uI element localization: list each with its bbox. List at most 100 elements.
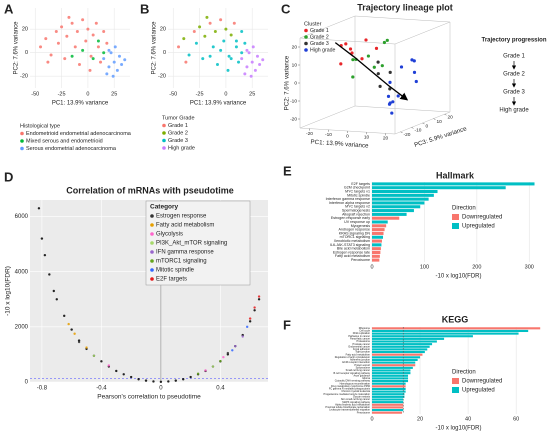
point (96, 39, 100, 43)
point (100, 360, 103, 363)
point (177, 45, 181, 49)
progression-title: Trajectory progression (481, 38, 546, 44)
point (129, 375, 133, 379)
category-label: Alpha linolenic acid metabolism (335, 403, 370, 406)
bar (372, 231, 384, 235)
x-tick-label: 60 (513, 416, 519, 422)
point (387, 102, 392, 106)
point (55, 298, 58, 301)
legend-marker (304, 48, 308, 52)
category-label: DNA replication (353, 332, 371, 335)
point (115, 68, 119, 72)
bar (372, 235, 384, 239)
category-label: Peroxisome (357, 411, 371, 414)
category-label: mTORC1 signaling (340, 235, 370, 239)
point (56, 41, 60, 45)
point (65, 34, 69, 38)
legend-marker (150, 250, 154, 254)
point (194, 41, 198, 45)
point (399, 65, 404, 69)
box-edge (394, 21, 451, 45)
point (60, 25, 64, 29)
point (388, 70, 392, 74)
point (211, 365, 215, 368)
bar (372, 379, 409, 383)
legend-marker (304, 35, 308, 39)
point (115, 369, 118, 373)
point (174, 379, 177, 382)
category-label: Pancreatic cancer (350, 338, 370, 341)
bar (372, 343, 433, 346)
point (94, 21, 98, 25)
point (137, 378, 140, 381)
legend-swatch (452, 214, 459, 220)
z-tick-label: 20 (448, 114, 454, 120)
y-tick-label: 0 (294, 80, 297, 86)
y-axis-label: PC2: 7.6% variance (152, 21, 158, 75)
point (222, 39, 226, 43)
point (255, 54, 259, 58)
point (67, 15, 71, 19)
point (99, 60, 103, 64)
point (257, 298, 261, 301)
bar (372, 224, 387, 228)
point (388, 80, 392, 84)
legend-label: Grade 1 (310, 28, 329, 34)
tick-mark (400, 131, 403, 134)
point (390, 111, 394, 115)
legend-marker (162, 138, 166, 143)
legend-marker (150, 268, 154, 272)
point (351, 58, 355, 62)
point (70, 54, 74, 58)
x-tick-label: 0 (224, 91, 227, 97)
bar (372, 372, 411, 375)
chart-title: KEGG (442, 314, 469, 324)
point (251, 45, 255, 49)
panel-label: D (4, 169, 13, 184)
category-label: Protein export (354, 364, 370, 367)
category-label: Peroxisome (351, 258, 370, 262)
point (257, 295, 261, 298)
category-label: Cell cycle (359, 330, 370, 333)
point (63, 314, 66, 318)
y-tick-label: -20 (158, 74, 166, 80)
point (102, 51, 106, 55)
point (219, 359, 222, 363)
legend-marker (150, 241, 154, 245)
x-tick-label: 10 (364, 134, 370, 140)
x-tick-label: 0 (346, 133, 349, 139)
bar (372, 327, 541, 330)
point (385, 38, 389, 42)
point (237, 60, 241, 64)
point (245, 325, 249, 329)
legend-label: Grade 3 (310, 41, 329, 47)
x-tick-label: 20 (383, 136, 389, 142)
point (234, 45, 238, 49)
point (245, 65, 249, 69)
point (376, 60, 380, 64)
box-edge (354, 15, 451, 23)
legend-marker (304, 41, 308, 46)
bar (372, 335, 473, 338)
category-label: IL6-JAK-STAT3 signaling (330, 243, 370, 247)
x-tick-label: -20 (306, 131, 313, 137)
bar (372, 216, 400, 220)
point (414, 79, 418, 84)
legend-label: Upregulated (462, 388, 495, 394)
category-label: Chronic myeloid leukemia (341, 390, 370, 393)
point (339, 62, 343, 66)
point (84, 39, 88, 43)
x-tick-label: -50 (31, 91, 39, 97)
box-edge (299, 15, 356, 39)
x-tick-label: 200 (472, 264, 481, 270)
legend-marker (162, 123, 166, 128)
point (253, 68, 257, 72)
x-tick-label: 0.4 (216, 386, 225, 392)
point (226, 351, 230, 355)
bar (372, 353, 423, 356)
bar (372, 220, 388, 224)
x-tick-label: -10 (325, 132, 332, 138)
y-tick-label: 0 (25, 380, 29, 386)
point (109, 51, 113, 55)
y-tick-label: 20 (22, 27, 28, 33)
